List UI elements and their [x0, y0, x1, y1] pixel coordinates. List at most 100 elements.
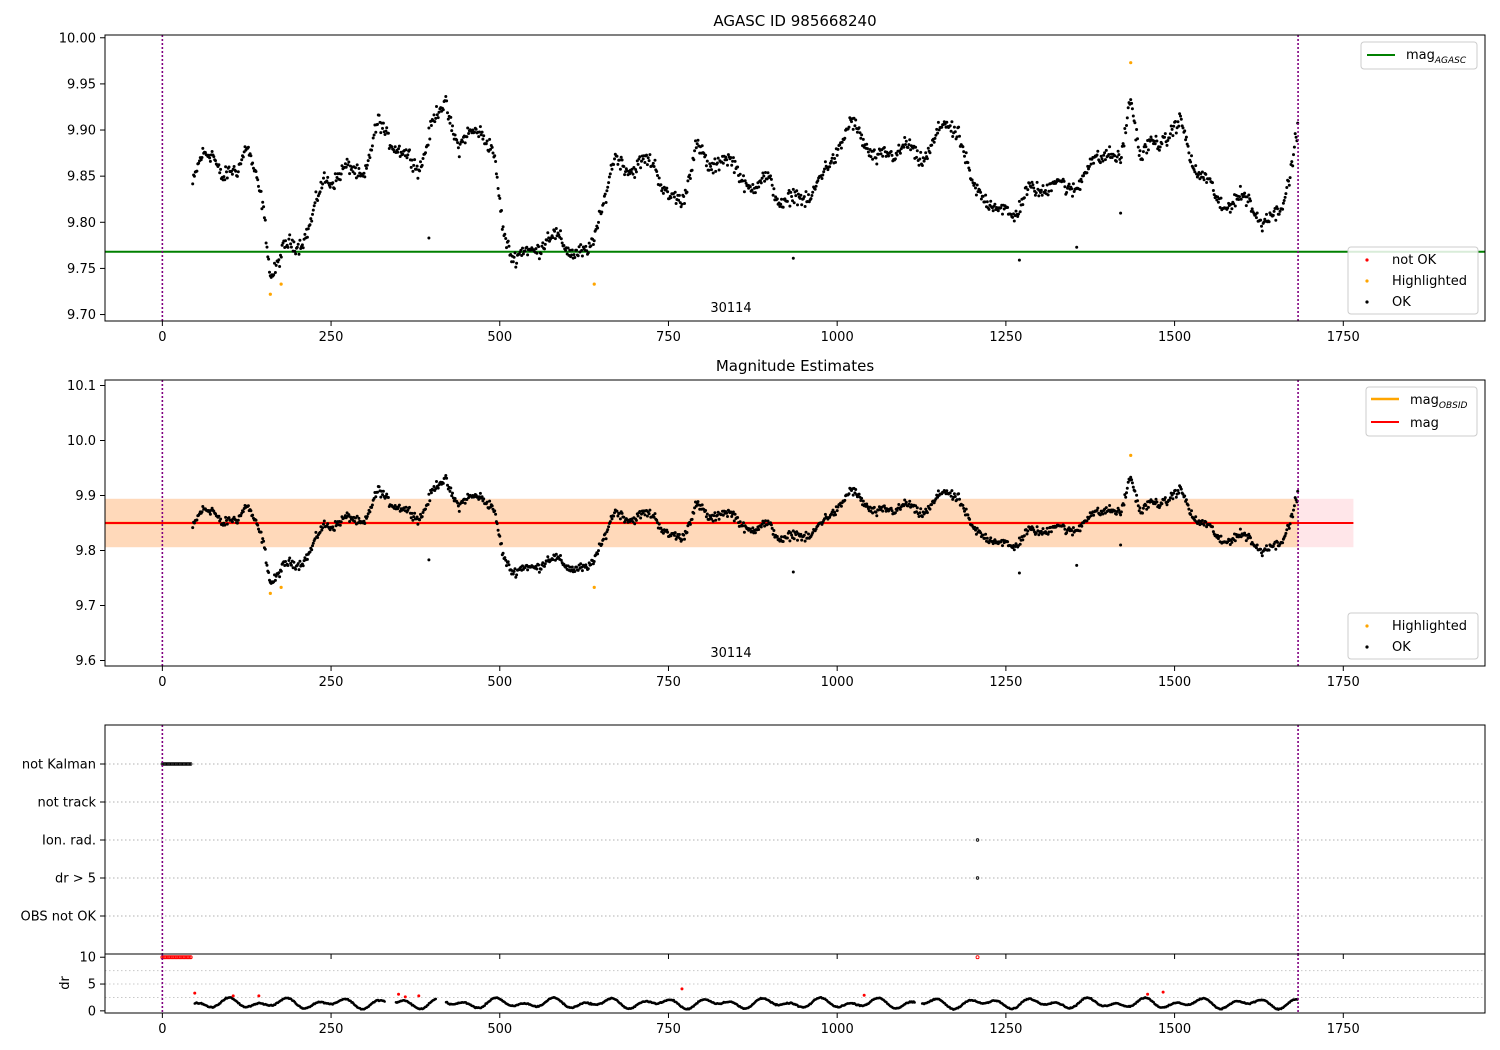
ok-point [301, 564, 305, 568]
ok-point [661, 531, 665, 535]
dr-plot-frame [104, 953, 1486, 1014]
ok-point [741, 179, 745, 183]
magnitude-point-legend: Highlighted OK [1347, 612, 1479, 660]
ok-point [568, 565, 572, 569]
ok-point [1123, 127, 1127, 130]
ok-point [780, 197, 783, 201]
ok-point [249, 509, 253, 513]
ok-point [240, 158, 244, 162]
ok-point [1126, 480, 1130, 484]
ok-point [964, 151, 968, 155]
ok-point [831, 508, 835, 512]
ok-point [1281, 201, 1285, 205]
ok-point [286, 564, 290, 567]
ok-point [950, 120, 954, 124]
ok-point [857, 492, 861, 496]
ok-point [318, 530, 322, 534]
ok-point [1034, 531, 1038, 535]
ok-point [924, 151, 928, 155]
legend-marker-ok [1365, 300, 1369, 304]
ok-point [955, 498, 959, 502]
ok-point [859, 136, 863, 140]
ok-point [704, 515, 708, 519]
magnitude-plot-frame [104, 379, 1486, 667]
ok-point [993, 538, 997, 542]
ok-point [241, 510, 245, 514]
ok-point [811, 531, 815, 535]
dr-x-axis: 0 250 500 750 1000 1250 1500 1750 [158, 1013, 1360, 1037]
ok-point [1131, 114, 1135, 118]
ok-point [748, 185, 752, 189]
ok-point [1247, 193, 1251, 197]
ok-point [200, 156, 204, 159]
ok-point [970, 178, 974, 182]
ok-point [1168, 498, 1171, 502]
ok-point [385, 126, 389, 130]
ok-point [884, 154, 888, 158]
ok-point [327, 181, 330, 185]
ok-point [404, 148, 408, 152]
ok-point [355, 163, 359, 167]
ok-point [1160, 142, 1164, 146]
ok-point [669, 196, 673, 200]
ok-point [602, 202, 605, 206]
ok-point [1040, 193, 1044, 197]
ok-point [1238, 195, 1241, 199]
ok-point [955, 135, 959, 139]
ok-point [362, 171, 366, 175]
x-tick-label-750: 750 [656, 675, 681, 690]
ok-point [1184, 498, 1188, 502]
ok-point [636, 514, 640, 518]
ok-point [562, 244, 566, 247]
ok-point [704, 164, 708, 168]
ok-point [741, 524, 745, 528]
ok-point [612, 514, 616, 518]
highlighted-point [592, 282, 596, 286]
ok-point [331, 181, 335, 185]
ok-point [1092, 161, 1096, 165]
ok-point [682, 195, 686, 198]
ok-point [981, 194, 985, 198]
x-tick-label-1500: 1500 [1158, 330, 1191, 345]
ok-point [1014, 209, 1018, 213]
ok-point [725, 158, 729, 162]
ok-point [659, 183, 663, 187]
ok-point [466, 126, 470, 130]
ok-point [1169, 124, 1173, 128]
ok-point [1110, 156, 1114, 159]
ok-point [1292, 145, 1296, 149]
legend-label-ok-2: OK [1392, 640, 1411, 655]
ok-point [991, 209, 995, 213]
agasc-ok-points [191, 95, 1300, 279]
highlighted-point [268, 292, 272, 296]
ok-point [904, 143, 907, 146]
ok-point [1047, 530, 1051, 534]
y-tick-label: 9.70 [67, 308, 96, 323]
ok-point [743, 179, 747, 183]
ok-point [963, 154, 966, 158]
ok-point [781, 540, 785, 543]
ok-point [256, 178, 260, 182]
ok-point [775, 535, 779, 538]
ok-point [648, 153, 652, 157]
ok-point [726, 153, 730, 157]
ok-point [441, 108, 445, 112]
ok-point [645, 153, 648, 157]
ok-point [1249, 199, 1252, 203]
ok-point [559, 554, 562, 557]
y-tick-label: 10.00 [59, 31, 96, 46]
ok-point [904, 500, 908, 504]
ok-point [564, 248, 568, 252]
ok-point [405, 156, 409, 160]
ok-point [657, 522, 661, 526]
ok-point [575, 565, 578, 569]
ok-point [279, 569, 283, 573]
ok-point [761, 171, 765, 175]
ok-point [450, 129, 454, 133]
ok-point [370, 148, 374, 152]
ok-point [1192, 168, 1196, 171]
ok-point [613, 157, 616, 161]
ok-point [1006, 540, 1010, 544]
ok-point [729, 510, 733, 514]
ok-point [1025, 193, 1029, 197]
